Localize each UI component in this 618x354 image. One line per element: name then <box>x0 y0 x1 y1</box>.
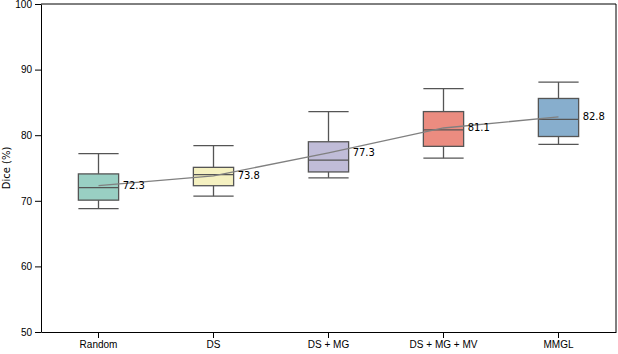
whisker-upper <box>213 146 214 168</box>
cap-upper <box>78 153 118 154</box>
y-tick-label: 100 <box>15 0 32 10</box>
y-tick-label: 80 <box>21 130 33 141</box>
box <box>423 112 463 147</box>
box-group <box>193 146 233 197</box>
y-tick-label: 50 <box>21 327 33 338</box>
whisker-lower <box>328 172 329 178</box>
data-label: 73.8 <box>238 170 260 181</box>
y-tick: 80 <box>21 130 41 141</box>
data-label: 81.1 <box>468 122 490 133</box>
whisker-upper <box>558 82 559 98</box>
y-tick: 60 <box>21 261 41 272</box>
x-axis: Random DS DS + MG DS + MG + MV MMGL <box>42 332 617 350</box>
frame-right <box>616 4 617 332</box>
marks <box>78 82 578 209</box>
y-tick-label: 60 <box>21 261 33 272</box>
x-tick: DS + MG + MV <box>410 332 478 350</box>
cap-upper <box>538 81 578 82</box>
y-tick: 50 <box>21 327 41 338</box>
cap-lower <box>538 144 578 145</box>
x-tick-mark <box>443 332 444 338</box>
cap-lower <box>78 208 118 209</box>
data-label: 72.3 <box>123 180 145 191</box>
y-tick-label: 90 <box>21 64 33 75</box>
box-group <box>78 154 118 209</box>
y-tick: 100 <box>15 0 41 10</box>
x-tick-label: MMGL <box>544 339 574 350</box>
chart: 50 60 70 80 90 100 Random DS DS + MG DS + MG + MV… <box>0 0 618 354</box>
x-tick-label: DS + MG + MV <box>410 339 478 350</box>
y-tick-mark <box>35 332 41 333</box>
cap-upper <box>423 88 463 89</box>
mean-line <box>99 117 559 186</box>
y-axis-title: Dice (%) <box>1 147 12 190</box>
cap-lower <box>193 196 233 197</box>
median <box>308 159 348 160</box>
median <box>538 119 578 120</box>
data-labels: 72.3 73.8 77.3 81.1 82.8 <box>123 111 605 191</box>
whisker-lower <box>98 200 99 209</box>
box-group <box>308 112 348 178</box>
x-tick: DS <box>207 332 221 350</box>
frame-top <box>41 4 616 5</box>
x-tick: DS + MG <box>308 332 350 350</box>
box <box>78 174 118 200</box>
x-tick-mark <box>328 332 329 338</box>
x-tick-mark <box>558 332 559 338</box>
data-label: 77.3 <box>353 147 375 158</box>
y-tick-mark <box>35 135 41 136</box>
whisker-lower <box>443 146 444 158</box>
x-tick-mark <box>98 332 99 338</box>
cap-upper <box>193 145 233 146</box>
median <box>78 187 118 188</box>
y-tick-mark <box>35 266 41 267</box>
y-axis: 50 60 70 80 90 100 <box>15 0 41 338</box>
x-tick-label: Random <box>80 339 118 350</box>
box-group <box>538 82 578 144</box>
box <box>538 98 578 136</box>
y-tick: 90 <box>21 64 41 75</box>
whisker-lower <box>213 186 214 196</box>
data-label: 82.8 <box>583 111 605 122</box>
whisker-upper <box>98 154 99 174</box>
x-tick-mark <box>213 332 214 338</box>
y-tick: 70 <box>21 196 41 207</box>
box-group <box>423 89 463 159</box>
x-tick: MMGL <box>544 332 574 350</box>
whisker-upper <box>443 89 444 112</box>
x-tick: Random <box>80 332 118 350</box>
y-tick-mark <box>35 4 41 5</box>
y-tick-label: 70 <box>21 196 33 207</box>
x-tick-label: DS + MG <box>308 339 350 350</box>
cap-lower <box>423 158 463 159</box>
whisker-lower <box>558 137 559 145</box>
y-tick-mark <box>35 201 41 202</box>
box <box>308 142 348 172</box>
y-tick-mark <box>35 70 41 71</box>
y-axis-line <box>41 5 42 333</box>
plot-area: 50 60 70 80 90 100 Random DS DS + MG DS + MG + MV… <box>15 0 616 350</box>
whisker-upper <box>328 112 329 142</box>
median <box>193 174 233 175</box>
x-tick-label: DS <box>207 339 221 350</box>
cap-lower <box>308 177 348 178</box>
cap-upper <box>308 111 348 112</box>
